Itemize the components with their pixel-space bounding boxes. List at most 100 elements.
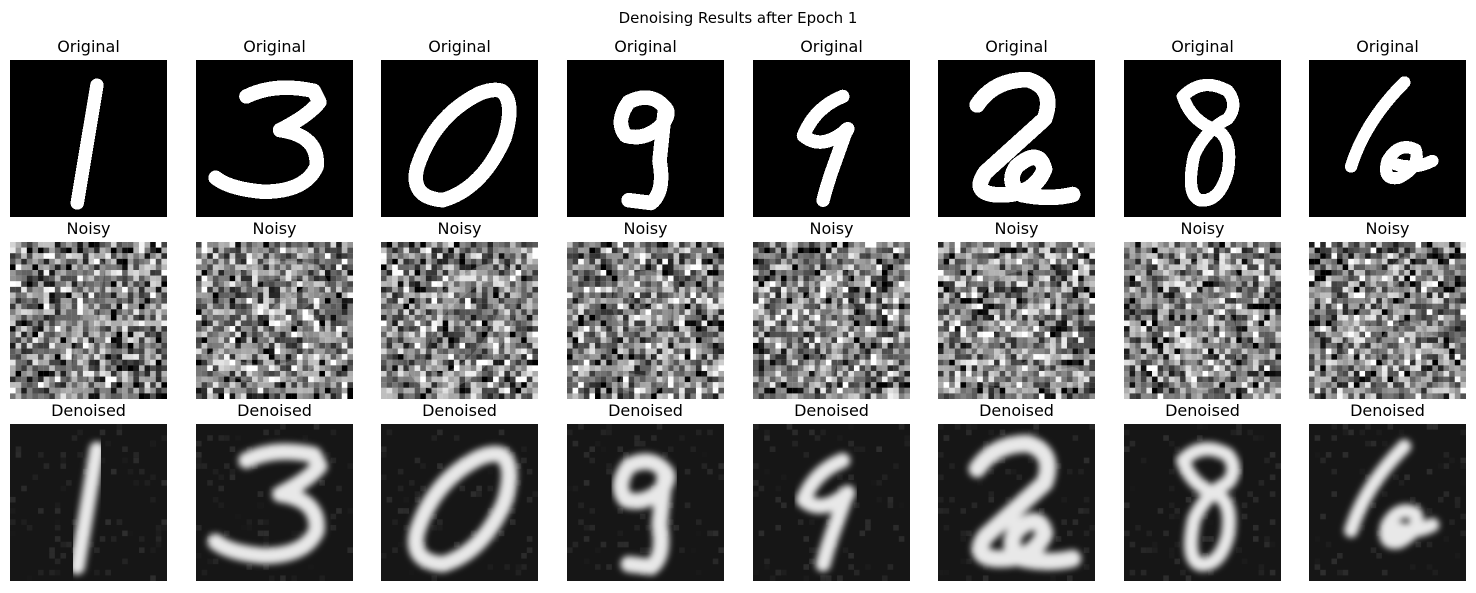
- original-panel: Original: [10, 37, 167, 217]
- denoised-panel: Denoised: [196, 401, 353, 581]
- panel-title: Noisy: [994, 219, 1039, 238]
- residual-noise: [1124, 424, 1281, 581]
- original-digit-image: [753, 60, 910, 217]
- panel-title: Denoised: [608, 401, 683, 420]
- digit-stroke: [613, 90, 675, 211]
- panel-title: Denoised: [1350, 401, 1425, 420]
- original-digit-image: [381, 60, 538, 217]
- panel-title: Denoised: [422, 401, 497, 420]
- noise-pixels: [1124, 242, 1281, 399]
- original-digit-image: [1124, 60, 1281, 217]
- noisy-digit-image: [1309, 242, 1466, 399]
- noisy-panel: Noisy: [196, 219, 353, 399]
- panel-title: Original: [1356, 37, 1419, 56]
- original-digit-image: [567, 60, 724, 217]
- noise-pixels: [196, 242, 353, 399]
- noisy-panel: Noisy: [1309, 219, 1466, 399]
- noise-pixels: [1309, 242, 1466, 399]
- digit-stroke-blurred: [407, 445, 518, 573]
- digit-stroke-faint: [1175, 259, 1242, 391]
- panel-title: Original: [985, 37, 1048, 56]
- noise-pixels: [567, 242, 724, 399]
- original-panel: Original: [753, 37, 910, 217]
- digit-stroke-faint: [68, 258, 106, 394]
- noisy-panel: Noisy: [1124, 219, 1281, 399]
- digit-stroke-faint: [967, 252, 1083, 389]
- digit-stroke-blurred: [1175, 442, 1241, 572]
- noisy-panel: Noisy: [10, 219, 167, 399]
- original-digit-image: [938, 60, 1095, 217]
- noise-pixels: [938, 242, 1095, 399]
- digit-stroke-blurred: [612, 453, 676, 576]
- panel-title: Noisy: [623, 219, 668, 238]
- digit-stroke-blurred: [69, 441, 105, 575]
- image-background: [1309, 60, 1466, 217]
- noisy-panel: Noisy: [938, 219, 1095, 399]
- panel-title: Denoised: [979, 401, 1054, 420]
- noisy-digit-image: [938, 242, 1095, 399]
- digit-stroke-blurred: [795, 452, 856, 572]
- noise-pixels: [10, 242, 167, 399]
- panel-title: Original: [243, 37, 306, 56]
- noisy-digit-image: [10, 242, 167, 399]
- denoised-panel: Denoised: [10, 401, 167, 581]
- panel-title: Denoised: [1165, 401, 1240, 420]
- original-digit-image: [10, 60, 167, 217]
- original-panel: Original: [567, 37, 724, 217]
- denoised-digit-image: [938, 424, 1095, 581]
- digit-stroke-faint: [206, 260, 329, 383]
- digit-stroke: [1344, 76, 1439, 185]
- digit-stroke-blurred: [1344, 439, 1440, 550]
- digit-stroke-faint: [1343, 256, 1441, 368]
- digit-stroke-faint: [795, 270, 857, 391]
- denoised-panel: Denoised: [753, 401, 910, 581]
- panel-title: Denoised: [51, 401, 126, 420]
- noisy-digit-image: [381, 242, 538, 399]
- noise-pixels: [753, 242, 910, 399]
- denoised-panel: Denoised: [938, 401, 1095, 581]
- digit-stroke-blurred: [207, 443, 328, 564]
- original-panel: Original: [196, 37, 353, 217]
- panel-title: Original: [1171, 37, 1234, 56]
- denoised-digit-image: [10, 424, 167, 581]
- noisy-digit-image: [1124, 242, 1281, 399]
- denoised-digit-image: [381, 424, 538, 581]
- original-digit-image: [196, 60, 353, 217]
- denoised-digit-image: [196, 424, 353, 581]
- noisy-panel: Noisy: [567, 219, 724, 399]
- denoised-digit-image: [1309, 424, 1466, 581]
- denoised-digit-image: [753, 424, 910, 581]
- digit-stroke: [1176, 78, 1240, 207]
- noisy-digit-image: [196, 242, 353, 399]
- panel-title: Noisy: [1365, 219, 1410, 238]
- residual-noise: [1314, 424, 1466, 576]
- noisy-panel: Noisy: [753, 219, 910, 399]
- digit-stroke-blurred: [968, 434, 1082, 571]
- denoised-panel: Denoised: [567, 401, 724, 581]
- digit-stroke: [70, 78, 104, 210]
- denoised-panel: Denoised: [381, 401, 538, 581]
- denoised-panel: Denoised: [1309, 401, 1466, 581]
- original-panel: Original: [938, 37, 1095, 217]
- figure-title: Denoising Results after Epoch 1: [618, 9, 858, 27]
- panel-title: Noisy: [1180, 219, 1225, 238]
- noise-pixels: [381, 242, 538, 399]
- noisy-panel: Noisy: [381, 219, 538, 399]
- digit-stroke: [208, 80, 327, 200]
- original-panel: Original: [1124, 37, 1281, 217]
- original-digit-image: [1309, 60, 1466, 217]
- denoised-digit-image: [1124, 424, 1281, 581]
- digit-stroke-faint: [611, 270, 677, 394]
- panel-title: Original: [428, 37, 491, 56]
- denoised-digit-image: [567, 424, 724, 581]
- panel-title: Noisy: [809, 219, 854, 238]
- panel-title: Noisy: [437, 219, 482, 238]
- denoised-panel: Denoised: [1124, 401, 1281, 581]
- panel-title: Original: [57, 37, 120, 56]
- original-panel: Original: [381, 37, 538, 217]
- panel-title: Original: [800, 37, 863, 56]
- original-panel: Original: [1309, 37, 1466, 217]
- panel-title: Original: [614, 37, 677, 56]
- digit-stroke: [408, 82, 517, 208]
- panel-title: Denoised: [794, 401, 869, 420]
